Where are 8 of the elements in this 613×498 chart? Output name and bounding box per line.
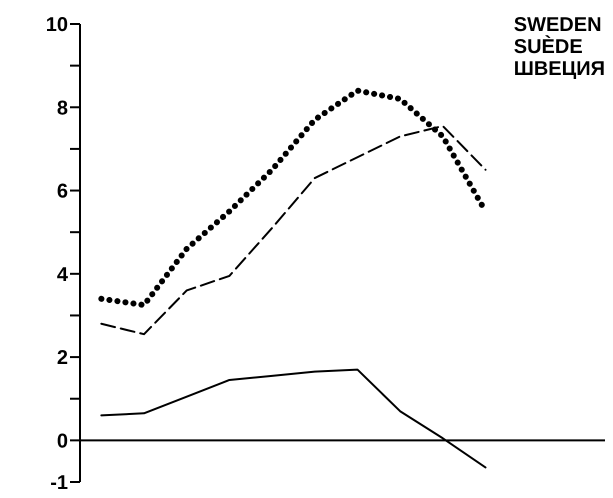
y-tick-label: -1 xyxy=(50,472,68,494)
y-tick-label: 6 xyxy=(56,180,68,203)
text: SWEDEN SUÈDE ШВЕЦИЯ xyxy=(514,14,605,80)
y-tick-label: 2 xyxy=(56,347,68,370)
y-tick-label: 10 xyxy=(46,14,68,36)
y-tick-label: 8 xyxy=(56,97,68,120)
y-tick-label: 0 xyxy=(56,430,68,452)
y-tick-label: 4 xyxy=(56,264,69,286)
